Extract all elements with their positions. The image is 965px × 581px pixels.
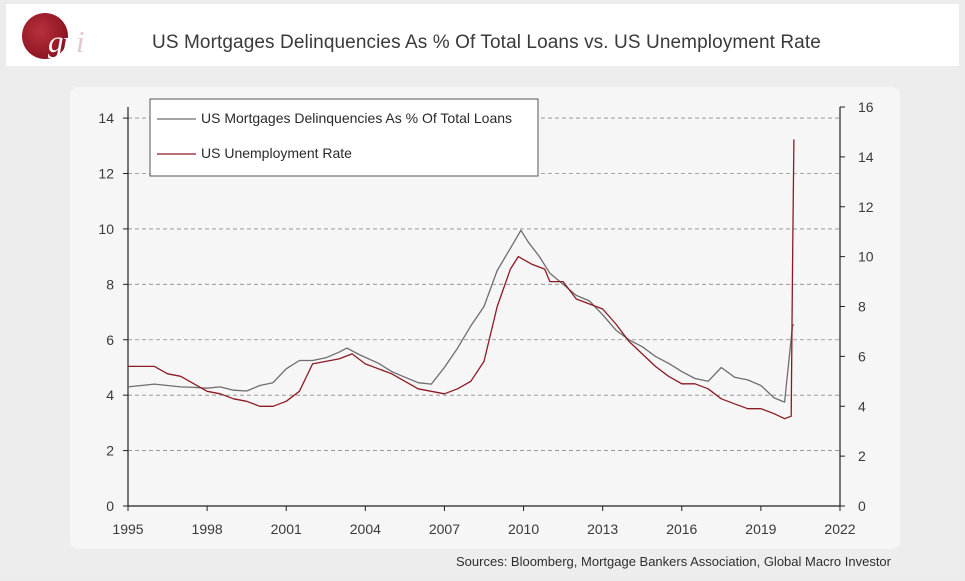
y-left-tick-label: 6 — [106, 332, 114, 348]
gmi-logo — [22, 13, 68, 59]
y-right-tick-label: 12 — [858, 199, 874, 215]
y-right-tick-label: 2 — [858, 448, 866, 464]
y-left-tick-label: 10 — [98, 221, 114, 237]
y-left-tick-label: 4 — [106, 387, 114, 403]
legend-label-delinquencies: US Mortgages Delinquencies As % Of Total… — [201, 110, 512, 126]
x-tick-label: 2010 — [508, 521, 539, 537]
logo-text: gm — [48, 24, 85, 59]
y-right-tick-label: 4 — [858, 398, 866, 414]
y-right-tick-label: 14 — [858, 149, 874, 165]
series-line-delinquencies — [127, 229, 795, 403]
series-lines — [127, 139, 795, 420]
x-tick-label: 1998 — [192, 521, 223, 537]
y-right-tick-label: 6 — [858, 348, 866, 364]
x-tick-label: 2007 — [429, 521, 460, 537]
y-left-tick-label: 8 — [106, 276, 114, 292]
x-tick-label: 2013 — [587, 521, 618, 537]
y-right-tick-label: 0 — [858, 498, 866, 514]
logo-text-tail: i — [76, 24, 85, 59]
y-right-tick-label: 10 — [858, 249, 874, 265]
tick-labels: 0 2 4 6 8 10 12 14 0 2 4 6 8 10 12 14 16 1995 1998 2001 2004… — [98, 99, 873, 537]
legend-box — [149, 98, 539, 177]
axes — [123, 106, 845, 511]
x-tick-label: 2001 — [271, 521, 302, 537]
x-tick-label: 2022 — [824, 521, 855, 537]
legend: US Mortgages Delinquencies As % Of Total… — [149, 98, 539, 177]
title-bar — [6, 4, 959, 66]
y-right-tick-label: 8 — [858, 299, 866, 315]
y-left-tick-label: 2 — [106, 443, 114, 459]
y-left-tick-label: 12 — [98, 166, 114, 182]
y-left-tick-label: 14 — [98, 110, 114, 126]
y-right-tick-label: 16 — [858, 99, 874, 115]
chart-title: US Mortgages Delinquencies As % Of Total… — [152, 32, 821, 53]
x-tick-label: 2019 — [745, 521, 776, 537]
x-tick-label: 2004 — [350, 521, 381, 537]
x-tick-label: 2016 — [666, 521, 697, 537]
y-left-tick-label: 0 — [106, 498, 114, 514]
series-line-unemployment — [128, 139, 795, 420]
legend-label-unemployment: US Unemployment Rate — [201, 145, 352, 161]
source-note: Sources: Bloomberg, Mortgage Bankers Ass… — [456, 554, 891, 569]
x-tick-label: 1995 — [112, 521, 143, 537]
